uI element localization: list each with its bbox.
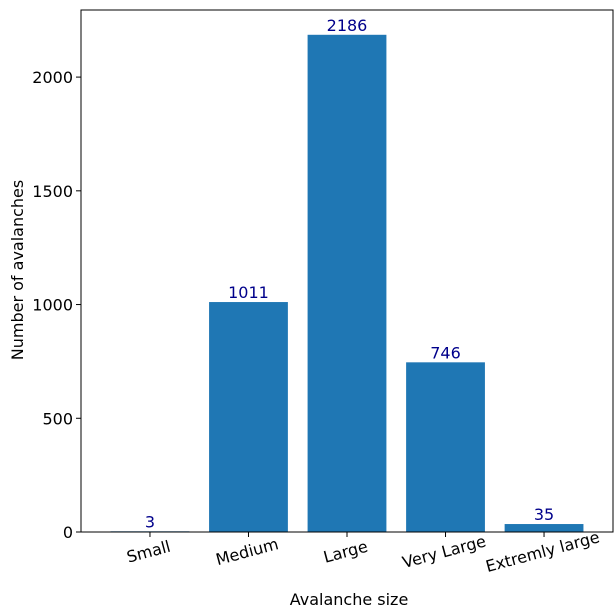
bar-1 (209, 302, 288, 532)
x-tick-label-1: Medium (214, 534, 281, 569)
y-ticks-layer: 0 500 1000 1500 2000 (32, 68, 81, 542)
y-tick-label-2: 1000 (32, 296, 73, 315)
y-tick-label-3: 1500 (32, 182, 73, 201)
bar-3 (406, 362, 485, 532)
data-labels-layer: 3 1011 2186 746 35 (145, 16, 554, 532)
y-tick-label-0: 0 (63, 523, 73, 542)
y-tick-label-4: 2000 (32, 68, 73, 87)
data-label-3: 746 (430, 343, 461, 362)
y-axis-label: Number of avalanches (8, 180, 27, 360)
bars-layer (110, 34, 584, 533)
x-tick-label-3: Very Large (400, 531, 488, 572)
y-tick-label-1: 500 (42, 409, 73, 428)
x-tick-label-2: Large (321, 537, 369, 567)
data-label-1: 1011 (228, 283, 269, 302)
x-tick-label-4: Extremly large (484, 527, 602, 576)
data-label-0: 3 (145, 512, 155, 531)
x-axis-label: Avalanche size (290, 590, 409, 609)
bar-2 (307, 34, 387, 533)
x-tick-label-0: Small (125, 537, 173, 567)
bar-4 (504, 524, 584, 532)
data-label-2: 2186 (327, 16, 368, 35)
data-label-4: 35 (534, 505, 554, 524)
